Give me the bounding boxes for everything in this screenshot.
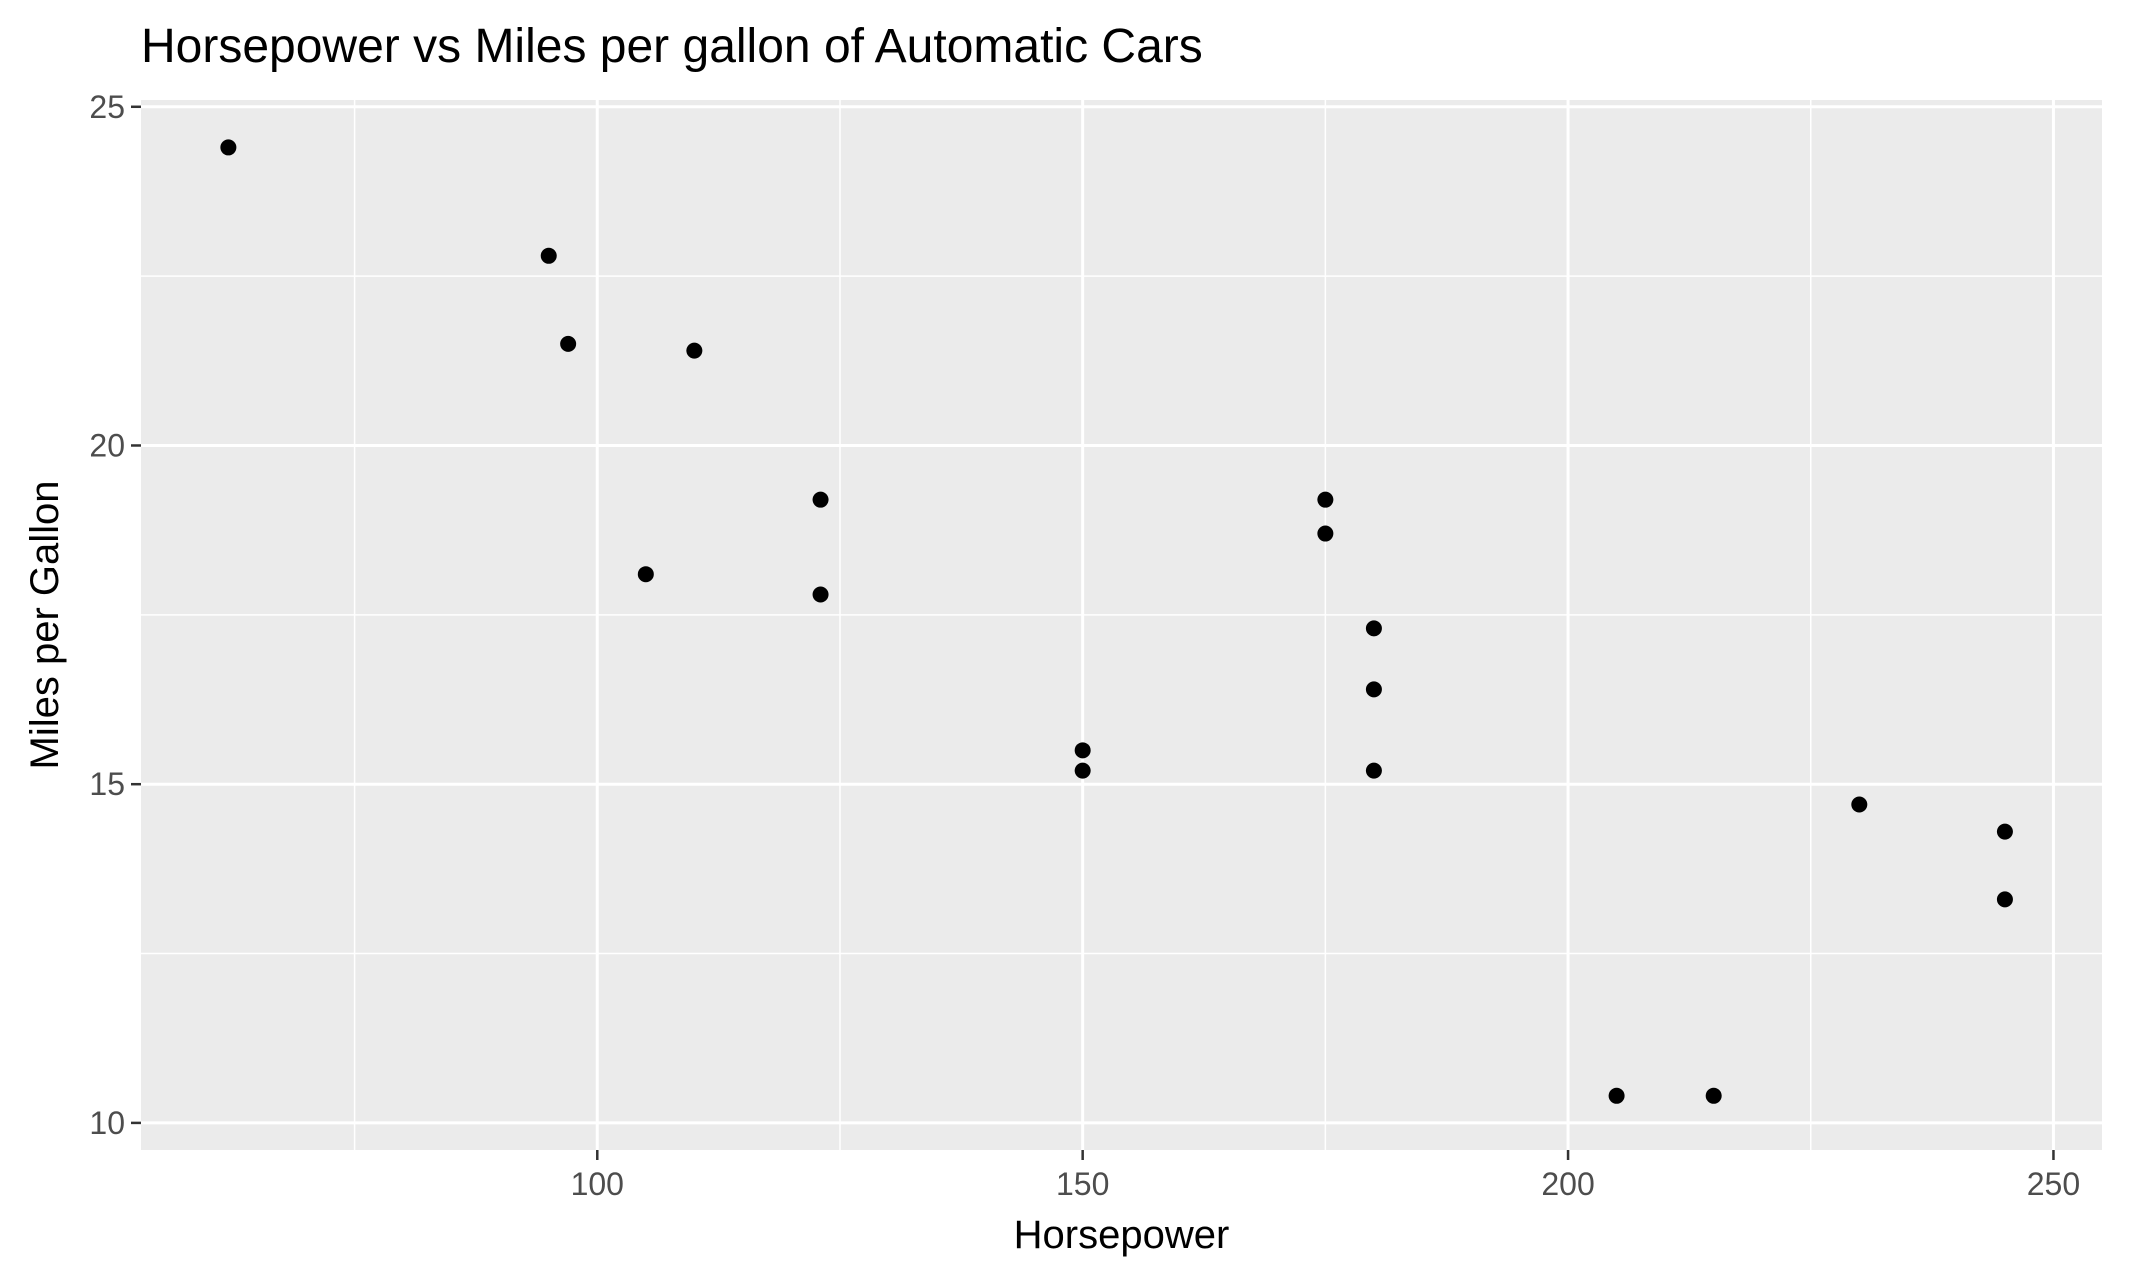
y-tick-label: 15 [89, 766, 125, 802]
data-point [1996, 823, 2013, 840]
data-point [1608, 1087, 1625, 1104]
x-tick-label: 250 [2027, 1166, 2080, 1202]
data-point [560, 335, 577, 352]
data-points [220, 139, 2013, 1104]
data-point [1365, 762, 1382, 779]
data-point [540, 247, 557, 264]
y-axis-title: Miles per Gallon [23, 480, 67, 769]
x-axis-ticks: 100 150 200 250 [571, 1150, 2080, 1202]
chart-title: Horsepower vs Miles per gallon of Automa… [141, 20, 1203, 73]
data-point [686, 342, 703, 359]
major-gridlines [141, 100, 2102, 1150]
data-point [812, 491, 829, 508]
plot-panel [141, 100, 2102, 1150]
x-tick-label: 100 [571, 1166, 624, 1202]
data-point [1851, 796, 1868, 813]
data-point [1317, 491, 1334, 508]
data-point [1365, 681, 1382, 698]
y-tick-label: 10 [89, 1105, 125, 1141]
y-tick-label: 25 [89, 89, 125, 125]
data-point [220, 139, 237, 156]
data-point [1074, 762, 1091, 779]
x-tick-label: 200 [1541, 1166, 1594, 1202]
data-point [1317, 525, 1334, 542]
y-axis-ticks: 10 15 20 25 [89, 89, 141, 1141]
minor-gridlines [141, 100, 2102, 1150]
data-point [812, 586, 829, 603]
x-axis-title: Horsepower [1014, 1213, 1230, 1257]
y-tick-label: 20 [89, 427, 125, 463]
data-point [1996, 891, 2013, 908]
x-tick-label: 150 [1056, 1166, 1109, 1202]
data-point [1074, 742, 1091, 759]
data-point [1705, 1087, 1722, 1104]
data-point [637, 566, 654, 583]
data-point [1365, 620, 1382, 637]
